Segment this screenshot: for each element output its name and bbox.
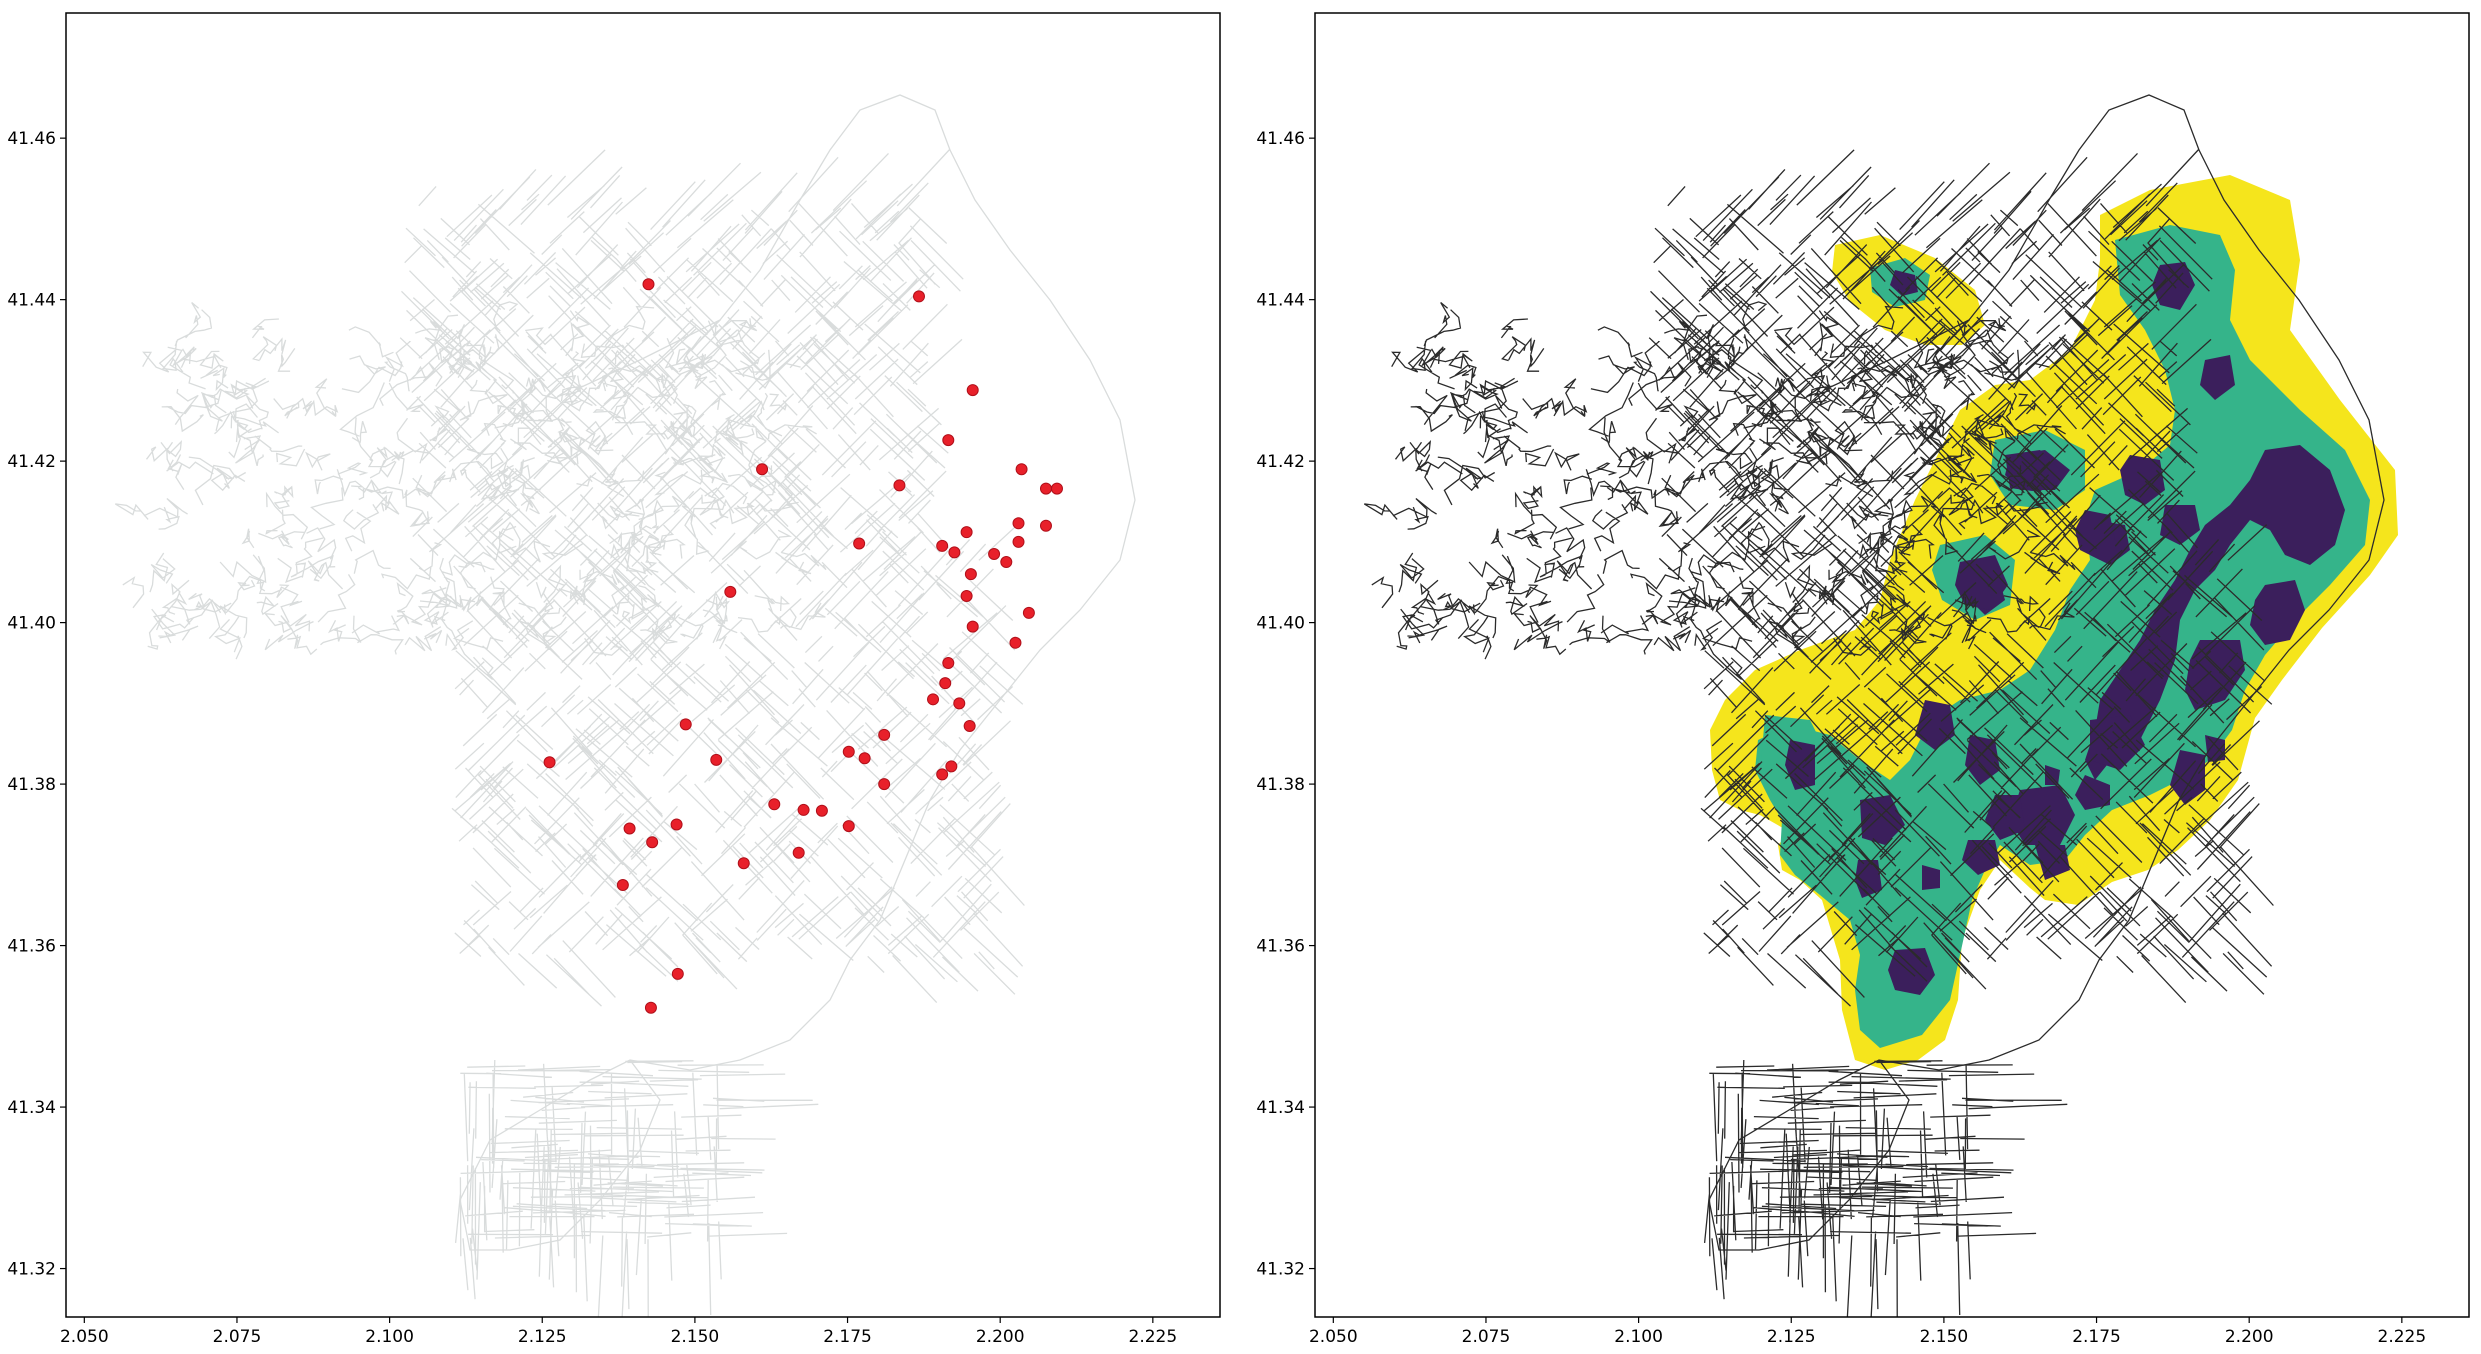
data-point bbox=[670, 818, 683, 831]
data-point bbox=[945, 760, 958, 773]
y-tick-label: 41.34 bbox=[1256, 1098, 1305, 1118]
data-point bbox=[912, 290, 925, 303]
x-axis-right: 2.050 2.075 2.100 2.125 2.150 2.175 2.200 2.225 bbox=[1309, 1317, 2426, 1347]
x-tick-label: 2.175 bbox=[823, 1327, 872, 1347]
data-point bbox=[878, 728, 891, 741]
axes-frame-right bbox=[1314, 12, 2470, 1318]
data-point bbox=[948, 546, 961, 559]
data-point bbox=[724, 585, 737, 598]
data-point bbox=[679, 718, 692, 731]
x-tick-label: 2.200 bbox=[2225, 1327, 2274, 1347]
data-point bbox=[756, 463, 769, 476]
data-point bbox=[792, 846, 805, 859]
data-point bbox=[853, 537, 866, 550]
y-tick-label: 41.38 bbox=[1256, 775, 1305, 795]
y-tick-label: 41.42 bbox=[1256, 452, 1305, 472]
data-point bbox=[939, 677, 952, 690]
data-point bbox=[936, 539, 949, 552]
data-point bbox=[815, 804, 828, 817]
data-point bbox=[960, 589, 973, 602]
data-point bbox=[642, 278, 655, 291]
x-tick-label: 2.050 bbox=[60, 1327, 109, 1347]
data-point bbox=[966, 384, 979, 397]
incident-points bbox=[543, 278, 1063, 1014]
data-point bbox=[966, 620, 979, 633]
y-axis-right: 41.32 41.34 41.36 41.38 41.40 41.42 41.44 41.46 bbox=[1256, 129, 1315, 1280]
x-tick-label: 2.125 bbox=[1767, 1327, 1816, 1347]
data-point bbox=[878, 778, 891, 791]
street-network-dark bbox=[1363, 94, 2385, 1317]
data-point bbox=[1050, 482, 1063, 495]
x-tick-label: 2.050 bbox=[1309, 1327, 1358, 1347]
coastline-boundary bbox=[1708, 94, 2385, 1251]
street-segments bbox=[114, 149, 1025, 1317]
data-point bbox=[768, 798, 781, 811]
x-tick-label: 2.075 bbox=[213, 1327, 262, 1347]
data-point bbox=[1039, 519, 1052, 532]
x-tick-label: 2.175 bbox=[2072, 1327, 2121, 1347]
x-tick-label: 2.150 bbox=[1920, 1327, 1969, 1347]
data-point bbox=[644, 1001, 657, 1014]
x-tick-label: 2.200 bbox=[976, 1327, 1025, 1347]
axes-frame-left bbox=[65, 12, 1221, 1318]
y-tick-label: 41.46 bbox=[7, 129, 56, 149]
data-point bbox=[710, 753, 723, 766]
data-point bbox=[1015, 463, 1028, 476]
street-segments bbox=[1363, 149, 2274, 1317]
data-point bbox=[893, 479, 906, 492]
y-tick-label: 41.36 bbox=[7, 937, 56, 957]
y-tick-label: 41.44 bbox=[7, 291, 56, 311]
data-point bbox=[953, 697, 966, 710]
coastline-boundary bbox=[459, 94, 1136, 1251]
data-point bbox=[858, 752, 871, 765]
x-axis-left: 2.050 2.075 2.100 2.125 2.150 2.175 2.200 2.225 bbox=[60, 1317, 1177, 1347]
x-tick-label: 2.075 bbox=[1462, 1327, 1511, 1347]
data-point bbox=[927, 693, 940, 706]
density-panel: 2.050 2.075 2.100 2.125 2.150 2.175 2.200 2.225… bbox=[1256, 12, 2470, 1347]
y-tick-label: 41.38 bbox=[7, 775, 56, 795]
data-point bbox=[1012, 517, 1025, 530]
data-point bbox=[671, 967, 684, 980]
x-tick-label: 2.225 bbox=[1129, 1327, 1178, 1347]
x-tick-label: 2.100 bbox=[1614, 1327, 1663, 1347]
y-axis-left: 41.32 41.34 41.36 41.38 41.40 41.42 41.44 41.46 bbox=[7, 129, 66, 1280]
y-tick-label: 41.46 bbox=[1256, 129, 1305, 149]
y-tick-label: 41.40 bbox=[1256, 614, 1305, 634]
data-point bbox=[936, 768, 949, 781]
scatter-panel: 2.050 2.075 2.100 2.125 2.150 2.175 2.200 2.225… bbox=[7, 12, 1221, 1347]
data-point bbox=[842, 745, 855, 758]
y-tick-label: 41.44 bbox=[1256, 291, 1305, 311]
y-tick-label: 41.34 bbox=[7, 1098, 56, 1118]
data-point bbox=[616, 879, 629, 892]
street-network-light bbox=[114, 94, 1136, 1317]
data-point bbox=[942, 656, 955, 669]
y-tick-label: 41.40 bbox=[7, 614, 56, 634]
data-point bbox=[963, 719, 976, 732]
data-point bbox=[1022, 606, 1035, 619]
data-point bbox=[842, 820, 855, 833]
y-tick-label: 41.42 bbox=[7, 452, 56, 472]
y-tick-label: 41.32 bbox=[1256, 1260, 1305, 1280]
data-point bbox=[1039, 482, 1052, 495]
data-point bbox=[543, 756, 556, 769]
y-tick-label: 41.36 bbox=[1256, 937, 1305, 957]
x-tick-label: 2.125 bbox=[518, 1327, 567, 1347]
data-point bbox=[960, 526, 973, 539]
x-tick-label: 2.225 bbox=[2378, 1327, 2427, 1347]
data-point bbox=[797, 803, 810, 816]
data-point bbox=[942, 434, 955, 447]
data-point bbox=[1009, 636, 1022, 649]
data-point bbox=[646, 836, 659, 849]
data-point bbox=[1012, 535, 1025, 548]
data-point bbox=[988, 547, 1001, 560]
data-point bbox=[964, 568, 977, 581]
data-point bbox=[1000, 556, 1013, 569]
y-tick-label: 41.32 bbox=[7, 1260, 56, 1280]
x-tick-label: 2.150 bbox=[671, 1327, 720, 1347]
data-point bbox=[623, 822, 636, 835]
x-tick-label: 2.100 bbox=[365, 1327, 414, 1347]
data-point bbox=[737, 857, 750, 870]
